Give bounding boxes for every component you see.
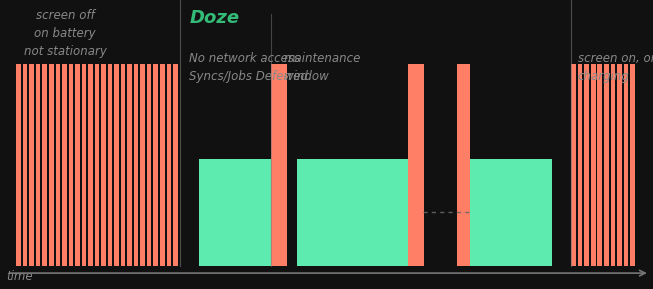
Text: screen on, or
charging: screen on, or charging (578, 52, 653, 83)
Text: screen off
on battery
not stationary: screen off on battery not stationary (24, 9, 106, 58)
Bar (173, 64, 178, 266)
Bar (630, 64, 635, 266)
Bar (108, 64, 112, 266)
Bar (147, 64, 151, 266)
Bar (49, 64, 54, 266)
Bar (134, 64, 138, 266)
Bar (140, 64, 145, 266)
Bar (23, 64, 27, 266)
Text: time: time (7, 270, 33, 283)
Bar (114, 64, 119, 266)
Bar (153, 64, 158, 266)
Bar (571, 64, 576, 266)
Bar (36, 64, 40, 266)
Bar (624, 64, 628, 266)
Bar (199, 159, 271, 266)
Bar (408, 64, 424, 266)
Bar (42, 64, 47, 266)
Bar (591, 64, 596, 266)
Text: No network access
Syncs/Jobs Deferred: No network access Syncs/Jobs Deferred (189, 52, 308, 83)
Bar (121, 64, 125, 266)
Bar (457, 64, 470, 266)
Bar (167, 64, 171, 266)
Text: maintenance
window: maintenance window (284, 52, 361, 83)
Bar (470, 159, 552, 266)
Bar (578, 64, 582, 266)
Bar (597, 64, 602, 266)
Bar (88, 64, 93, 266)
Bar (584, 64, 589, 266)
Bar (82, 64, 86, 266)
Bar (16, 64, 21, 266)
Text: Doze: Doze (189, 9, 240, 27)
Bar (127, 64, 132, 266)
Bar (101, 64, 106, 266)
Bar (160, 64, 165, 266)
Bar (297, 159, 408, 266)
Bar (75, 64, 80, 266)
Bar (56, 64, 60, 266)
Bar (29, 64, 34, 266)
Bar (69, 64, 73, 266)
Bar (611, 64, 615, 266)
Bar (62, 64, 67, 266)
Bar (95, 64, 99, 266)
Bar (604, 64, 609, 266)
Bar (617, 64, 622, 266)
Bar (271, 64, 287, 266)
